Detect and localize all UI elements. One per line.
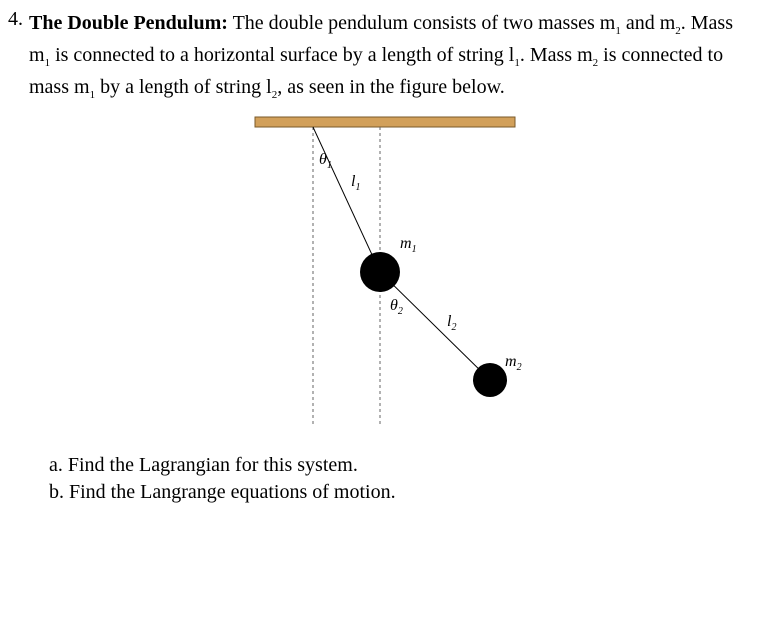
part-a: a. Find the Lagrangian for this system. — [49, 452, 741, 479]
mass-2 — [473, 363, 507, 397]
problem-block: 4. The Double Pendulum: The double pendu… — [8, 8, 741, 506]
mass-1 — [360, 252, 400, 292]
label-theta1: θ1 — [319, 151, 332, 171]
label-m2: m2 — [505, 353, 522, 373]
label-theta2: θ2 — [390, 297, 403, 317]
label-m1: m1 — [400, 235, 417, 255]
label-l2: l2 — [447, 313, 456, 333]
problem-number: 4. — [8, 8, 23, 31]
problem-description: The Double Pendulum: The double pendulum… — [29, 8, 741, 104]
problem-body: The Double Pendulum: The double pendulum… — [29, 8, 741, 506]
problem-parts: a. Find the Lagrangian for this system. … — [49, 452, 741, 506]
string-l1 — [313, 127, 380, 272]
pendulum-svg: θ1 l1 m1 θ2 l2 m2 — [195, 110, 575, 440]
label-l1: l1 — [351, 173, 360, 193]
string-l2 — [380, 272, 490, 380]
problem-title: The Double Pendulum: — [29, 12, 228, 34]
ceiling-bar — [255, 117, 515, 127]
pendulum-figure: θ1 l1 m1 θ2 l2 m2 — [195, 110, 575, 440]
part-b: b. Find the Langrange equations of motio… — [49, 479, 741, 506]
